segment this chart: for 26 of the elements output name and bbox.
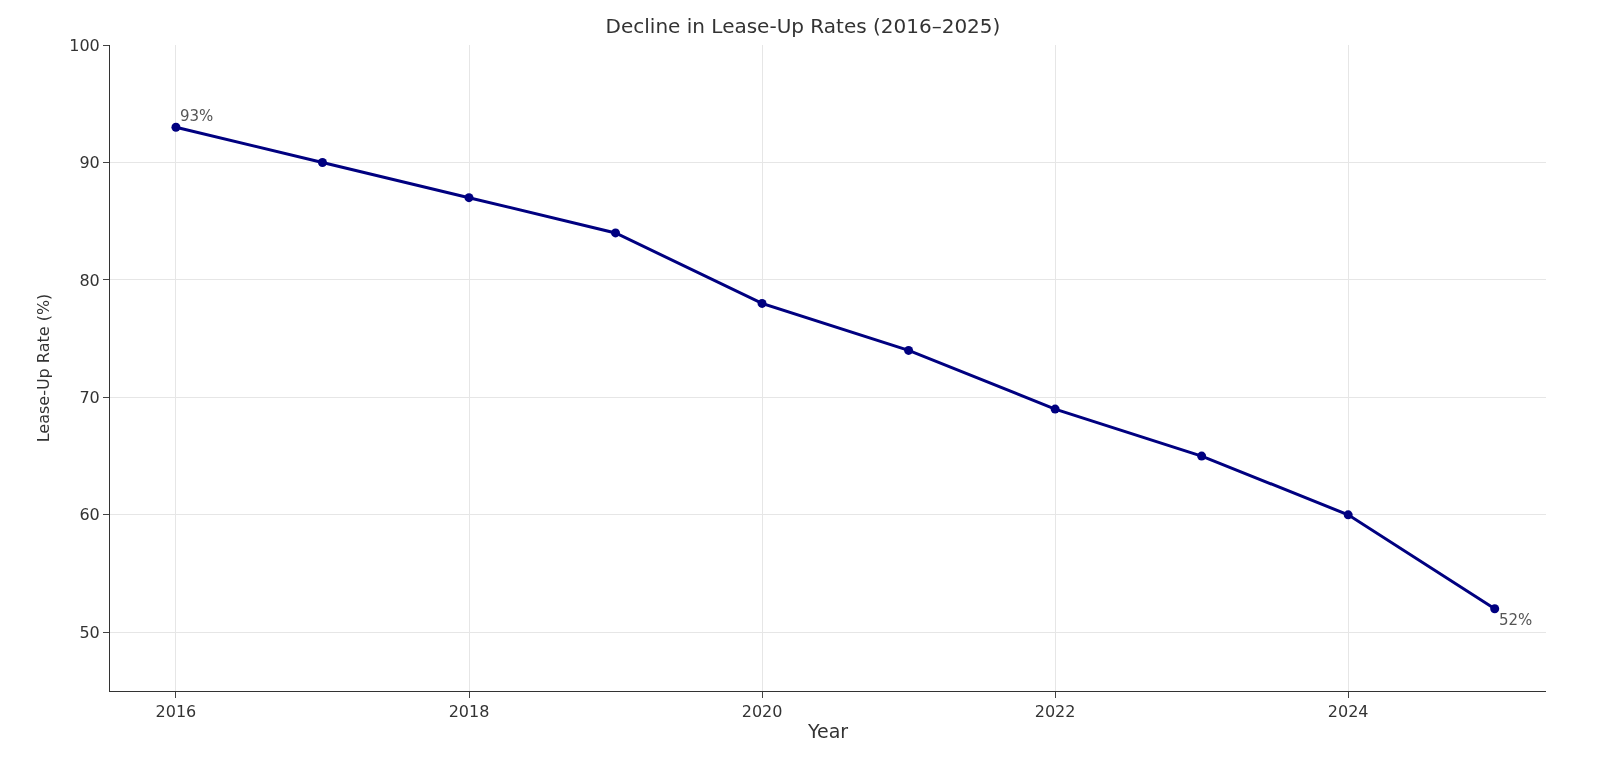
y-tick-label: 90 [79,153,100,173]
x-tick-label: 2024 [1327,702,1369,722]
point [904,345,914,355]
x-tick-label: 2018 [448,702,490,722]
point [1490,604,1500,614]
point [1197,451,1207,461]
point [757,298,767,308]
point [1343,510,1353,520]
y-axis-title: Lease-Up Rate (%) [34,293,54,443]
annotation: 93% [180,107,214,125]
y-tick-label: 60 [79,505,100,525]
point [171,122,181,132]
x-tick-label: 2020 [741,702,783,722]
point [464,193,474,203]
point [317,157,327,167]
x-tick-label: 2022 [1034,702,1076,722]
y-tick-label: 80 [79,270,100,290]
point [1050,404,1060,414]
x-tick-label: 2016 [155,702,197,722]
y-tick-label: 70 [79,387,100,407]
point [611,228,621,238]
chart-title: Decline in Lease-Up Rates (2016–2025) [605,14,1001,39]
y-tick-label: 50 [79,622,100,642]
x-axis-title: Year [806,720,849,742]
y-tick-label: 100 [69,35,100,55]
annotation: 52% [1499,611,1533,629]
